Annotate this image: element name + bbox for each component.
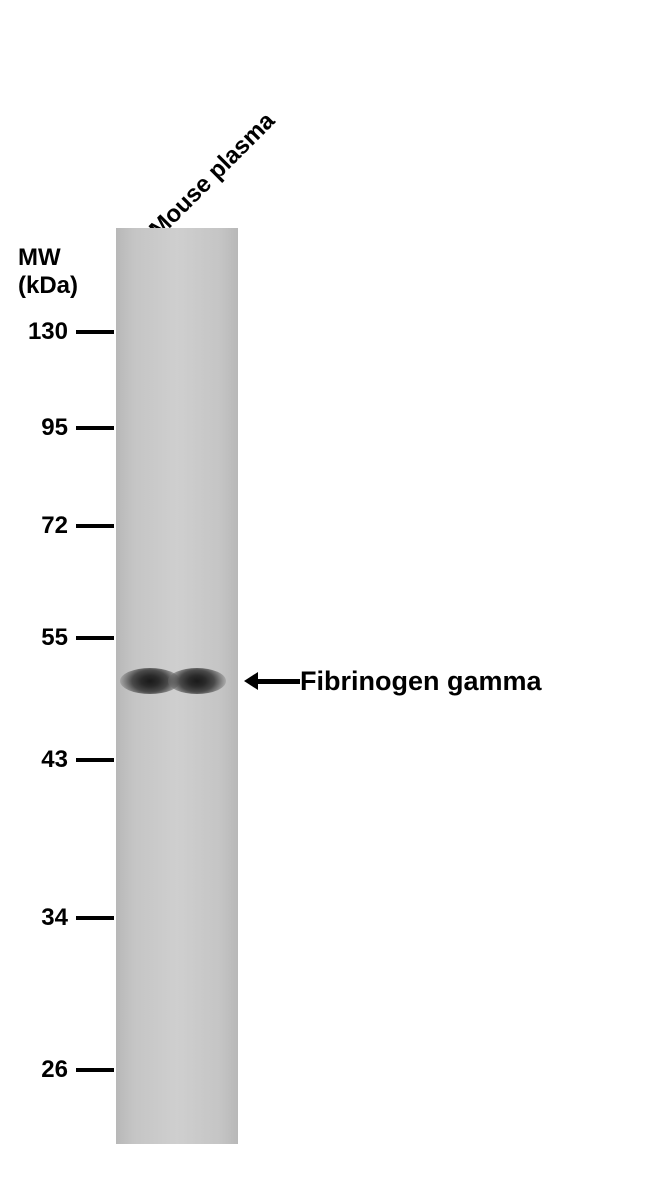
mw-value: 95 [18, 414, 68, 442]
mw-value: 43 [18, 746, 68, 774]
lane-sample-label: Mouse plasma [144, 107, 281, 244]
mw-marker-95: 95 [18, 414, 114, 442]
mw-marker-130: 130 [18, 318, 114, 346]
mw-tick [76, 1068, 114, 1072]
mw-text: MW [18, 244, 78, 272]
mw-tick [76, 758, 114, 762]
mw-unit: (kDa) [18, 272, 78, 300]
mw-tick [76, 916, 114, 920]
mw-tick [76, 636, 114, 640]
arrow-head-icon [244, 672, 258, 690]
mw-value: 26 [18, 1056, 68, 1084]
mw-value: 34 [18, 904, 68, 932]
mw-tick [76, 330, 114, 334]
mw-marker-55: 55 [18, 624, 114, 652]
protein-band-right [168, 668, 226, 694]
band-indicator-arrow [244, 672, 300, 690]
mw-marker-34: 34 [18, 904, 114, 932]
arrow-line [258, 679, 300, 684]
mw-marker-26: 26 [18, 1056, 114, 1084]
mw-value: 55 [18, 624, 68, 652]
mw-tick [76, 524, 114, 528]
blot-lane [116, 228, 238, 1144]
mw-value: 130 [18, 318, 68, 346]
mw-tick [76, 426, 114, 430]
mw-value: 72 [18, 512, 68, 540]
mw-axis-header: MW (kDa) [18, 244, 78, 300]
mw-marker-43: 43 [18, 746, 114, 774]
target-protein-label: Fibrinogen gamma [300, 666, 542, 697]
mw-marker-72: 72 [18, 512, 114, 540]
